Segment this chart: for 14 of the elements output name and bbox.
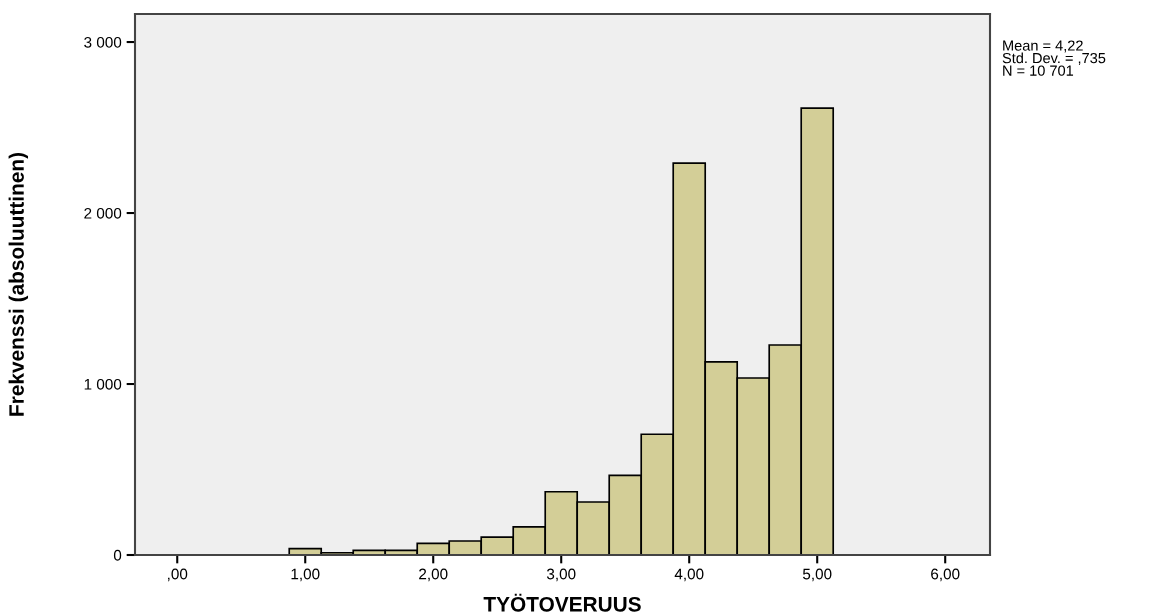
x-tick-label: 6,00	[931, 568, 960, 582]
x-tick-label: 4,00	[674, 568, 704, 582]
y-axis-title: Frekvenssi (absoluuttinen)	[8, 152, 29, 416]
y-tick-label: 3 000	[84, 36, 122, 48]
x-tick-label: 2,00	[419, 568, 448, 582]
x-tick-label: 1,00	[291, 568, 320, 582]
y-tick-label: 2 000	[84, 207, 122, 219]
x-axis-title: TYÖTOVERUUS	[483, 593, 641, 612]
text: Mean = 4,22 Std. Dev. = ,735 N = 10 701	[1002, 40, 1106, 76]
y-tick-label: 0	[113, 549, 122, 561]
y-tick-label: 1 000	[84, 378, 122, 390]
x-tick-label: ,00	[167, 568, 188, 582]
x-tick-label: 5,00	[802, 568, 832, 582]
x-tick-label: 3,00	[546, 568, 576, 582]
